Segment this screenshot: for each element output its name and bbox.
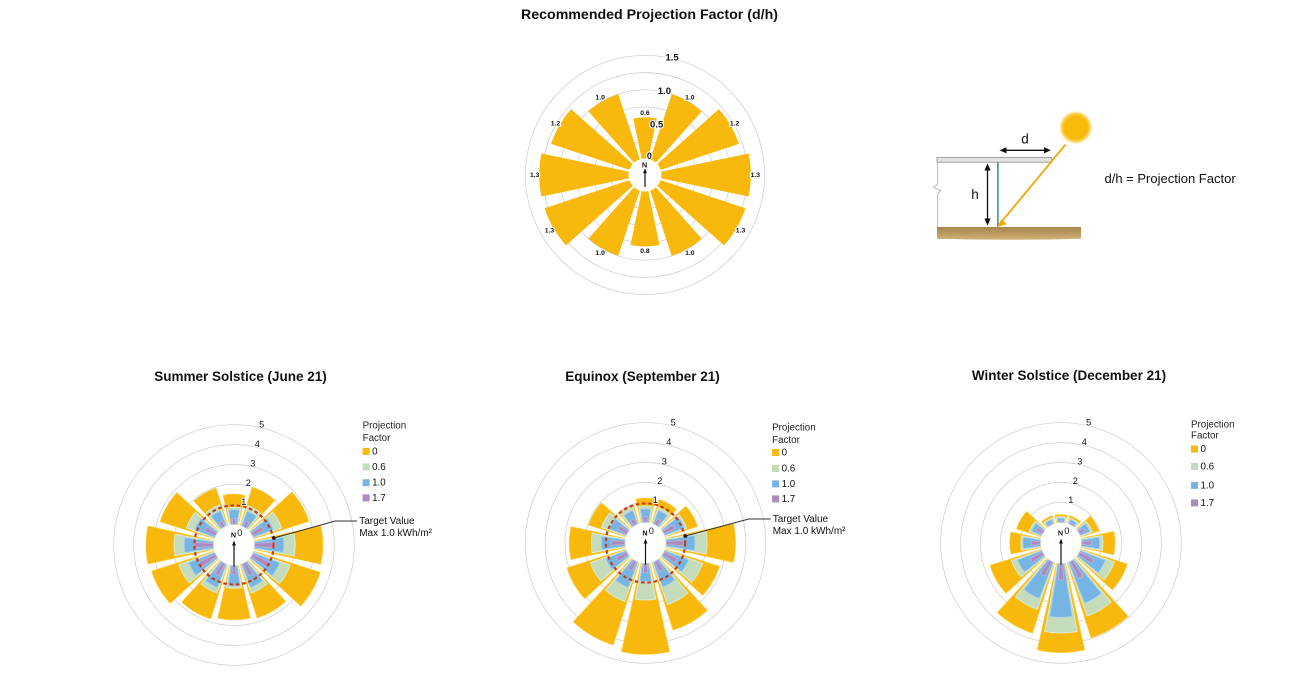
svg-text:0.8: 0.8 bbox=[640, 248, 650, 255]
svg-text:Projection: Projection bbox=[363, 421, 407, 432]
svg-text:1.3: 1.3 bbox=[751, 172, 761, 179]
svg-text:Recommended Projection Factor: Recommended Projection Factor (d/h) bbox=[521, 7, 778, 23]
svg-text:d: d bbox=[1021, 132, 1029, 147]
svg-text:2: 2 bbox=[657, 476, 662, 486]
svg-text:5: 5 bbox=[1086, 418, 1091, 428]
svg-text:1.7: 1.7 bbox=[782, 494, 796, 505]
svg-text:1.7: 1.7 bbox=[372, 493, 386, 504]
svg-text:1.0: 1.0 bbox=[595, 95, 605, 102]
svg-text:2: 2 bbox=[246, 478, 251, 488]
svg-text:0: 0 bbox=[372, 446, 378, 457]
svg-text:4: 4 bbox=[1082, 437, 1087, 447]
svg-text:Factor: Factor bbox=[363, 433, 392, 444]
svg-text:4: 4 bbox=[255, 439, 260, 449]
svg-text:3: 3 bbox=[662, 456, 667, 466]
svg-text:Target Value: Target Value bbox=[359, 516, 415, 527]
svg-text:0: 0 bbox=[649, 526, 654, 536]
svg-text:1: 1 bbox=[1068, 495, 1073, 505]
svg-text:Target Value: Target Value bbox=[773, 514, 829, 525]
svg-text:0.6: 0.6 bbox=[782, 463, 796, 474]
svg-text:1.0: 1.0 bbox=[372, 478, 386, 489]
svg-text:1.7: 1.7 bbox=[1201, 498, 1215, 509]
svg-text:Max 1.0 kWh/m²: Max 1.0 kWh/m² bbox=[773, 526, 846, 537]
svg-text:Max 1.0 kWh/m²: Max 1.0 kWh/m² bbox=[359, 528, 432, 539]
svg-text:Projection: Projection bbox=[772, 423, 816, 434]
svg-text:5: 5 bbox=[259, 420, 264, 430]
svg-text:1.0: 1.0 bbox=[595, 250, 605, 257]
svg-text:0: 0 bbox=[237, 528, 242, 538]
svg-text:1.0: 1.0 bbox=[685, 250, 695, 257]
svg-text:4: 4 bbox=[666, 437, 671, 447]
svg-text:h: h bbox=[971, 187, 979, 202]
svg-text:Equinox (September 21): Equinox (September 21) bbox=[565, 369, 720, 384]
svg-text:0.6: 0.6 bbox=[1201, 461, 1215, 472]
svg-text:1.3: 1.3 bbox=[545, 227, 555, 234]
svg-text:Factor: Factor bbox=[772, 435, 801, 446]
svg-text:0: 0 bbox=[1201, 444, 1207, 455]
svg-text:1.0: 1.0 bbox=[658, 86, 671, 97]
svg-text:3: 3 bbox=[250, 458, 255, 468]
svg-text:Factor: Factor bbox=[1191, 431, 1220, 442]
svg-text:N: N bbox=[642, 160, 647, 169]
svg-text:Summer Solstice (June 21): Summer Solstice (June 21) bbox=[154, 369, 327, 384]
svg-text:Projection: Projection bbox=[1191, 419, 1235, 430]
svg-text:0.6: 0.6 bbox=[640, 110, 650, 117]
svg-text:1.3: 1.3 bbox=[530, 172, 540, 179]
svg-text:0: 0 bbox=[647, 151, 652, 161]
svg-text:0.6: 0.6 bbox=[372, 462, 386, 473]
svg-text:1.2: 1.2 bbox=[551, 120, 561, 127]
svg-text:2: 2 bbox=[1073, 476, 1078, 486]
svg-text:N: N bbox=[231, 531, 236, 540]
svg-text:Winter Solstice (December 21): Winter Solstice (December 21) bbox=[972, 368, 1166, 383]
svg-text:5: 5 bbox=[671, 418, 676, 428]
svg-text:N: N bbox=[1058, 529, 1063, 538]
svg-text:1.0: 1.0 bbox=[685, 95, 695, 102]
svg-text:0: 0 bbox=[782, 447, 788, 458]
svg-text:0.5: 0.5 bbox=[650, 119, 664, 130]
svg-text:1.0: 1.0 bbox=[782, 479, 796, 490]
svg-text:3: 3 bbox=[1077, 456, 1082, 466]
svg-text:1.2: 1.2 bbox=[730, 120, 740, 127]
svg-text:0: 0 bbox=[1064, 526, 1069, 536]
svg-text:1.3: 1.3 bbox=[736, 227, 746, 234]
svg-text:N: N bbox=[642, 529, 647, 538]
svg-text:1.5: 1.5 bbox=[666, 53, 680, 64]
svg-text:1.0: 1.0 bbox=[1201, 480, 1215, 491]
svg-text:d/h = Projection Factor: d/h = Projection Factor bbox=[1105, 171, 1237, 186]
svg-text:1: 1 bbox=[241, 497, 246, 507]
svg-text:1: 1 bbox=[653, 495, 658, 505]
